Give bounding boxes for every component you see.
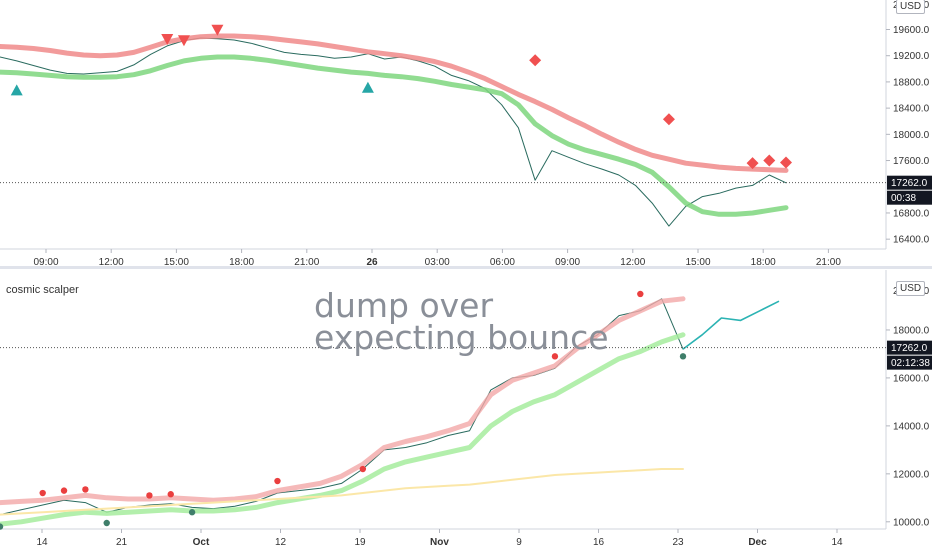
time-tick-label: 15:00 <box>164 257 189 265</box>
projection-line <box>682 300 780 350</box>
diamond-marker <box>662 113 675 126</box>
time-tick-label: 12:00 <box>620 257 645 265</box>
chart-annotation: dump over expecting bounce <box>314 286 609 357</box>
sell-dot-marker <box>39 489 46 497</box>
time-tick-label: 03:00 <box>425 257 450 265</box>
price-tick-label: 18000.0 <box>893 325 930 336</box>
price-tick-label: 16800.0 <box>893 208 930 219</box>
bottom-chart-pane[interactable]: 18000.016000.014000.012000.010000.020000… <box>0 270 932 550</box>
diamond-marker <box>529 54 542 67</box>
time-tick-label: 23 <box>672 537 684 548</box>
time-tick-label: Dec <box>748 537 767 548</box>
buy-dot-marker <box>103 519 110 527</box>
time-tick-label: Oct <box>193 537 210 548</box>
time-tick-label: 19 <box>354 537 366 548</box>
time-tick-label: 21 <box>116 537 128 548</box>
last-price-tag <box>887 340 932 355</box>
sell-dot-marker <box>60 487 68 494</box>
time-tick-label: 18:00 <box>751 257 776 265</box>
sell-dot-marker <box>359 465 367 473</box>
countdown-label: 02:12:38 <box>891 358 930 369</box>
sell-dot-marker <box>167 491 174 498</box>
sell-dot-marker <box>274 477 281 485</box>
price-tick-label: 19200.0 <box>893 51 930 62</box>
time-tick-label: 15:00 <box>685 257 710 265</box>
price-tick-label: 16000.0 <box>893 373 930 384</box>
last-price-label: 17262.0 <box>891 343 928 354</box>
sell-dot-marker <box>146 492 153 499</box>
countdown-tag <box>887 355 932 370</box>
sell-dot-marker <box>82 486 89 493</box>
price-tick-label: 17600.0 <box>893 156 930 167</box>
time-tick-label: 06:00 <box>490 257 515 265</box>
time-tick-label: 26 <box>366 257 378 265</box>
time-tick-label: 14 <box>36 537 48 548</box>
price-tick-label: 18000.0 <box>893 130 930 141</box>
price-tick-label: 19600.0 <box>893 25 930 36</box>
last-price-label: 17262.0 <box>891 178 928 189</box>
time-tick-label: 09:00 <box>555 257 580 265</box>
top-chart-pane[interactable]: 19600.0 19200.0 18800.0 18400.0 18000.0 17600… <box>0 0 932 268</box>
price-tick-label: 16400.0 <box>893 235 930 246</box>
lower-band-line <box>0 54 789 217</box>
diamond-marker <box>780 156 792 169</box>
top-chart-svg[interactable]: 19600.0 19200.0 18800.0 18400.0 18000.0 17600… <box>0 0 932 268</box>
indicator-name[interactable]: cosmic scalper <box>6 284 79 296</box>
sell-dot-marker <box>637 290 644 298</box>
buy-triangle-marker <box>10 84 23 96</box>
last-price-tag <box>887 175 932 190</box>
sell-triangle-marker <box>211 24 224 36</box>
bottom-currency-label[interactable]: USD <box>896 281 926 296</box>
sell-dot-marker <box>551 353 559 360</box>
price-tick-label: 12000.0 <box>893 469 930 480</box>
pane-divider[interactable] <box>0 266 932 269</box>
upper-band-line <box>0 33 789 173</box>
time-tick-label: 12 <box>275 537 287 548</box>
annotation-line-1: dump over <box>314 286 494 325</box>
annotation-line-2: expecting bounce <box>314 318 609 357</box>
time-tick-label: 21:00 <box>294 257 319 265</box>
buy-triangle-marker <box>361 81 374 93</box>
time-tick-label: Nov <box>430 537 449 548</box>
time-tick-label: 16 <box>593 537 605 548</box>
countdown-tag <box>887 190 932 205</box>
time-tick-label: 9 <box>516 537 522 548</box>
time-tick-label: 21:00 <box>816 257 841 265</box>
time-tick-label: 18:00 <box>229 257 254 265</box>
price-tick-label: 18400.0 <box>893 104 930 115</box>
slow-ma-line <box>0 468 684 516</box>
buy-dot-marker <box>188 509 196 516</box>
price-line <box>0 37 787 227</box>
buy-dot-marker <box>679 353 687 360</box>
sell-triangle-marker <box>161 33 174 45</box>
price-tick-label: 18800.0 <box>893 77 930 88</box>
top-currency-label[interactable]: USD <box>896 0 926 14</box>
time-tick-label: 14 <box>831 537 843 548</box>
lower-band-line <box>0 332 686 527</box>
diamond-marker <box>763 154 776 167</box>
buy-dot-marker <box>0 523 4 530</box>
countdown-label: 00:38 <box>891 193 916 204</box>
price-tick-label: 10000.0 <box>893 517 930 528</box>
price-tick-label: 14000.0 <box>893 421 930 432</box>
upper-band-line <box>0 296 686 506</box>
diamond-marker <box>746 157 759 170</box>
time-tick-label: 12:00 <box>99 257 124 265</box>
sell-triangle-marker <box>177 35 190 47</box>
time-tick-label: 09:00 <box>33 257 58 265</box>
